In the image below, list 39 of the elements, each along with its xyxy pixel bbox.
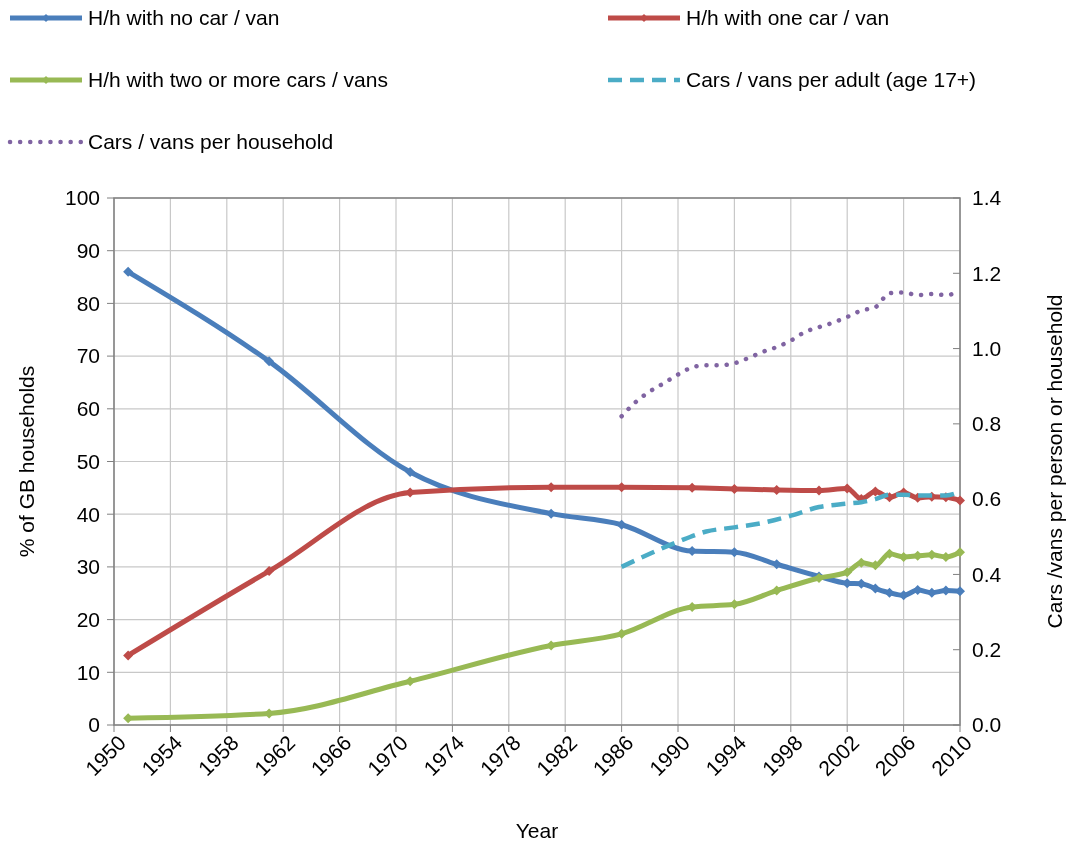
y-tick-label: 20 [76, 607, 100, 631]
point [955, 495, 965, 506]
y2-tick-label: 0.6 [972, 487, 1002, 511]
point [842, 567, 853, 578]
legend-label: Cars / vans per household [88, 130, 334, 154]
y2-tick-label: 0.8 [972, 412, 1002, 436]
point [771, 585, 782, 596]
point [264, 356, 275, 367]
point [405, 467, 416, 478]
point [123, 650, 134, 661]
legend-label: H/h with no car / van [88, 6, 280, 30]
x-axis-title: Year [515, 819, 559, 842]
y2-tick-label: 1.0 [972, 336, 1002, 360]
legend-label: H/h with one car / van [686, 6, 890, 30]
y-tick-label: 40 [76, 502, 100, 526]
y-tick-label: 30 [76, 555, 100, 579]
y2-axis-title: Cars /vans per person or household [1043, 294, 1066, 629]
y-tick-label: 10 [76, 660, 100, 684]
y-tick-label: 80 [76, 291, 100, 315]
y-tick-label: 0 [88, 713, 100, 737]
y2-tick-label: 0.0 [972, 713, 1002, 737]
y2-tick-label: 0.2 [972, 638, 1002, 662]
y-tick-label: 60 [76, 397, 100, 421]
point [264, 566, 275, 577]
y-tick-label: 90 [76, 239, 100, 263]
y-tick-label: 70 [76, 344, 100, 368]
y-axis-title: % of GB households [15, 365, 38, 558]
y2-tick-label: 1.4 [972, 186, 1002, 210]
legend-label: H/h with two or more cars / vans [88, 68, 388, 92]
y-tick-label: 50 [76, 449, 100, 473]
y2-tick-label: 0.4 [972, 562, 1002, 586]
y2-tick-label: 1.2 [972, 261, 1002, 285]
point [616, 628, 627, 639]
y-tick-label: 100 [64, 186, 100, 210]
point [771, 559, 782, 570]
point [955, 547, 965, 558]
point [123, 266, 134, 277]
legend-label: Cars / vans per adult (age 17+) [686, 68, 977, 92]
point [870, 583, 881, 594]
